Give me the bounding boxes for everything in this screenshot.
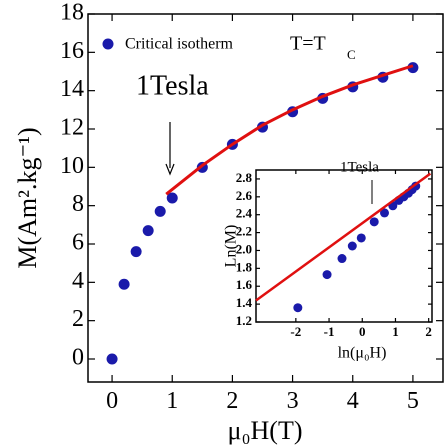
data-point [130,246,142,258]
y-tick-label: 1.2 [236,313,252,328]
y-tick-label: 12 [60,115,84,141]
fit-line [165,64,414,196]
arrow-head [165,163,175,176]
annotation: 1Tesla [340,159,379,175]
y-tick-label: 6 [72,230,84,256]
x-axis-label: μ₀H(T) [228,416,303,445]
data-point [347,241,357,251]
data-point [142,225,154,237]
y-tick-label: 2.0 [236,241,252,256]
data-point [369,217,379,227]
y-tick-label: 16 [60,38,84,64]
data-point [166,192,178,204]
y-tick-label: 2.6 [236,188,253,203]
y-tick-label: 2.4 [236,206,253,221]
y-tick-label: 2.2 [236,224,252,239]
data-point [356,233,366,243]
data-point [380,208,390,218]
x-tick-label: 2 [226,388,238,414]
y-axis-label: M(Am².kg⁻¹) [13,127,42,268]
y-tick-label: 14 [60,76,84,102]
y-tick-label: 2 [72,306,84,332]
x-tick-label: 1 [392,324,399,339]
data-point [118,278,130,290]
y-tick-label: 1.4 [236,295,253,310]
annotation: 1Tesla [136,70,209,101]
y-tick-label: 0 [72,345,84,371]
x-tick-label: 5 [407,388,419,414]
legend-label: Critical isotherm [125,36,234,53]
y-tick-label: 1.6 [236,277,253,292]
data-point [337,254,347,264]
data-point [407,62,419,74]
x-tick-label: 2 [425,324,432,339]
x-axis-label: ln(μ₀H) [338,345,387,362]
data-point [322,270,332,280]
x-tick-label: 0 [106,388,118,414]
data-point [106,353,118,365]
x-tick-label: 1 [166,388,178,414]
legend-marker [102,38,114,50]
data-point [293,303,303,313]
condition-subscript: C [347,47,356,62]
condition-label: T=T [290,33,326,55]
fit-line [255,172,432,302]
y-tick-label: 4 [72,268,84,294]
x-tick-label: -1 [324,324,335,339]
y-tick-label: 2.8 [236,170,253,185]
y-tick-label: 1.8 [236,259,253,274]
x-tick-label: 3 [287,388,299,414]
y-tick-label: 10 [60,153,84,179]
x-tick-label: 0 [359,324,366,339]
x-tick-label: -2 [290,324,301,339]
x-tick-label: 4 [347,388,359,414]
y-tick-label: 8 [72,191,84,217]
y-axis-label: Ln(M) [223,225,240,268]
y-tick-label: 18 [60,0,84,26]
data-point [154,205,166,217]
